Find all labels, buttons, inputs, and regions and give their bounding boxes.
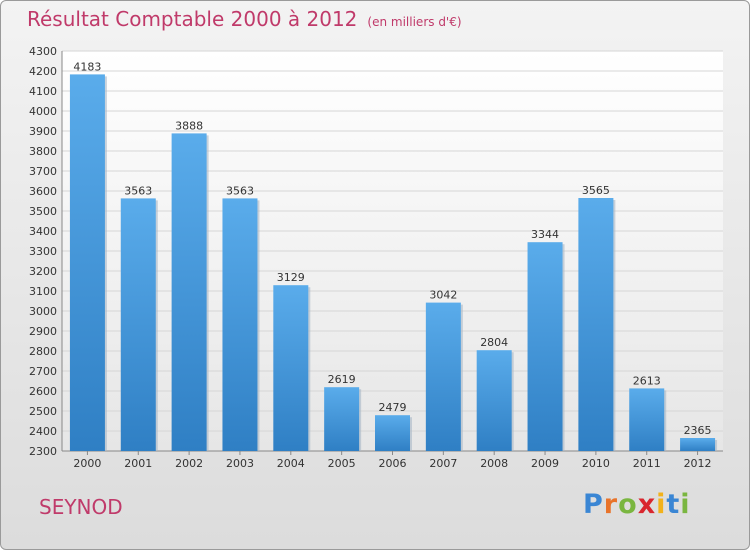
chart-subtitle: (en milliers d'€) bbox=[367, 15, 462, 29]
logo-letter: t bbox=[666, 489, 681, 520]
x-tick-label: 2012 bbox=[684, 457, 712, 470]
logo-letter: P bbox=[583, 489, 604, 520]
y-tick-label: 2600 bbox=[29, 385, 57, 398]
y-tick-label: 2400 bbox=[29, 425, 57, 438]
logo-letter: x bbox=[637, 489, 657, 520]
y-tick-label: 4100 bbox=[29, 85, 57, 98]
x-tick-label: 2002 bbox=[175, 457, 203, 470]
x-tick-label: 2005 bbox=[328, 457, 356, 470]
bar-value-label: 3563 bbox=[124, 184, 152, 197]
x-tick-label: 2009 bbox=[531, 457, 559, 470]
bar bbox=[69, 74, 105, 452]
x-tick-label: 2000 bbox=[73, 457, 101, 470]
bar bbox=[375, 415, 410, 451]
bar bbox=[476, 350, 512, 451]
y-tick-label: 4000 bbox=[29, 105, 57, 118]
y-tick-label: 3800 bbox=[29, 145, 57, 158]
y-tick-label: 4300 bbox=[29, 45, 57, 58]
bar bbox=[171, 133, 207, 451]
y-tick-label: 3400 bbox=[29, 225, 57, 238]
bar bbox=[324, 387, 360, 451]
y-tick-label: 3900 bbox=[29, 125, 57, 138]
y-tick-label: 4200 bbox=[29, 65, 57, 78]
y-tick-label: 3700 bbox=[29, 165, 57, 178]
bar-value-label: 2619 bbox=[328, 373, 356, 386]
logo-letter: i bbox=[680, 489, 691, 520]
bar-value-label: 3888 bbox=[175, 119, 203, 132]
y-tick-label: 3500 bbox=[29, 205, 57, 218]
x-tick-label: 2003 bbox=[226, 457, 254, 470]
y-tick-label: 3300 bbox=[29, 245, 57, 258]
y-tick-label: 2500 bbox=[29, 405, 57, 418]
bar-value-label: 2365 bbox=[684, 424, 712, 437]
bar-value-label: 3563 bbox=[226, 184, 254, 197]
x-tick-label: 2011 bbox=[633, 457, 661, 470]
y-tick-label: 2300 bbox=[29, 445, 57, 458]
bar-value-label: 2613 bbox=[633, 374, 661, 387]
x-tick-label: 2006 bbox=[379, 457, 407, 470]
bar bbox=[120, 198, 156, 451]
logo-letter: r bbox=[603, 489, 619, 520]
bar-value-label: 4183 bbox=[73, 60, 101, 73]
x-tick-label: 2001 bbox=[124, 457, 152, 470]
logo-letter: o bbox=[618, 489, 638, 520]
x-tick-label: 2007 bbox=[429, 457, 457, 470]
y-tick-label: 3200 bbox=[29, 265, 57, 278]
bar-value-label: 3565 bbox=[582, 184, 610, 197]
bar bbox=[527, 242, 563, 451]
bar bbox=[222, 198, 258, 451]
city-name: SEYNOD bbox=[39, 495, 123, 519]
y-tick-label: 2900 bbox=[29, 325, 57, 338]
bar-value-label: 2479 bbox=[379, 401, 407, 414]
bar bbox=[629, 388, 665, 451]
bar-value-label: 3129 bbox=[277, 271, 305, 284]
logo-letter: i bbox=[656, 489, 667, 520]
chart-title: Résultat Comptable 2000 à 2012 (en millie… bbox=[27, 7, 462, 31]
bar bbox=[680, 438, 716, 451]
bar bbox=[273, 285, 309, 451]
y-tick-label: 2800 bbox=[29, 345, 57, 358]
y-tick-label: 3000 bbox=[29, 305, 57, 318]
y-tick-label: 3100 bbox=[29, 285, 57, 298]
bar bbox=[578, 198, 614, 451]
x-tick-label: 2004 bbox=[277, 457, 305, 470]
bar-value-label: 3042 bbox=[429, 289, 457, 302]
x-tick-label: 2008 bbox=[480, 457, 508, 470]
y-tick-label: 2700 bbox=[29, 365, 57, 378]
y-tick-label: 3600 bbox=[29, 185, 57, 198]
bar-value-label: 2804 bbox=[480, 336, 508, 349]
bar bbox=[425, 302, 461, 451]
bar-value-label: 3344 bbox=[531, 228, 559, 241]
x-tick-label: 2010 bbox=[582, 457, 610, 470]
proxiti-logo: Proxiti bbox=[583, 489, 691, 520]
